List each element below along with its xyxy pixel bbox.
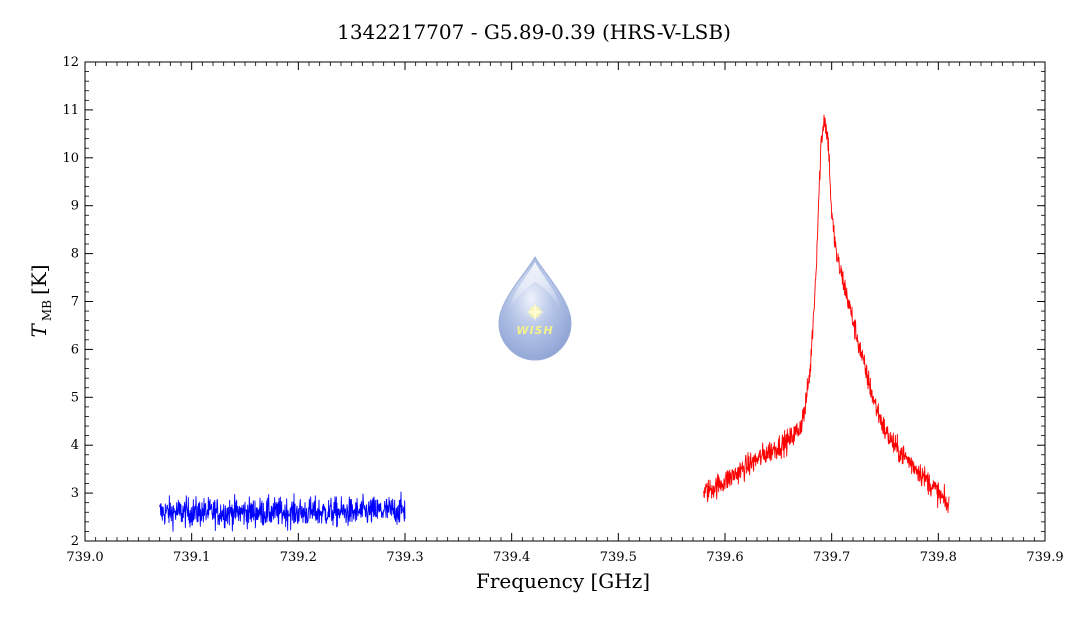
y-tick-labels: 2 3 4 5 6 7 8 9 10 11 12 <box>62 55 79 549</box>
series-layer <box>159 114 950 532</box>
y-tick-label: 8 <box>71 247 79 262</box>
y-tick-label: 10 <box>62 151 79 166</box>
y-axis-label: T MB [K] <box>27 265 54 338</box>
x-tick-label: 739.8 <box>920 550 957 565</box>
x-tick-label: 739.9 <box>1026 550 1063 565</box>
x-tick-label: 739.5 <box>600 550 637 565</box>
y-axis-label-symbol: T <box>27 323 51 338</box>
x-tick-label: 739.6 <box>706 550 743 565</box>
x-tick-label: 739.2 <box>280 550 317 565</box>
y-axis-label-subscript: MB <box>40 300 54 321</box>
x-tick-label: 739.3 <box>386 550 423 565</box>
y-tick-label: 3 <box>71 486 79 501</box>
spectrum-series-2 <box>703 114 950 514</box>
spectrum-series-1 <box>159 491 406 532</box>
y-tick-label: 7 <box>71 295 79 310</box>
y-tick-label: 9 <box>71 199 79 214</box>
axis-ticks <box>84 61 1046 542</box>
x-axis-label: Frequency [GHz] <box>476 569 650 593</box>
y-tick-label: 12 <box>62 55 79 70</box>
drop-highlight <box>509 262 561 310</box>
x-tick-labels: 739.0 739.1 739.2 739.3 739.4 739.5 739.6 739.7… <box>66 550 1063 565</box>
star-icon <box>526 303 544 321</box>
svg-text:TMB[K]: T MB [K] <box>27 265 54 338</box>
x-tick-label: 739.7 <box>813 550 850 565</box>
y-tick-label: 5 <box>71 390 79 405</box>
x-tick-label: 739.0 <box>66 550 103 565</box>
chart-title: 1342217707 - G5.89-0.39 (HRS-V-LSB) <box>337 20 731 44</box>
x-tick-label: 739.4 <box>493 550 530 565</box>
y-tick-label: 11 <box>62 103 79 118</box>
x-tick-label: 739.1 <box>173 550 210 565</box>
y-tick-label: 2 <box>71 534 79 549</box>
y-tick-label: 6 <box>71 342 79 357</box>
logo-text: WISH <box>516 324 553 337</box>
y-axis-label-unit: [K] <box>27 265 51 296</box>
wish-logo: WISH <box>498 255 572 361</box>
y-tick-label: 4 <box>71 438 79 453</box>
